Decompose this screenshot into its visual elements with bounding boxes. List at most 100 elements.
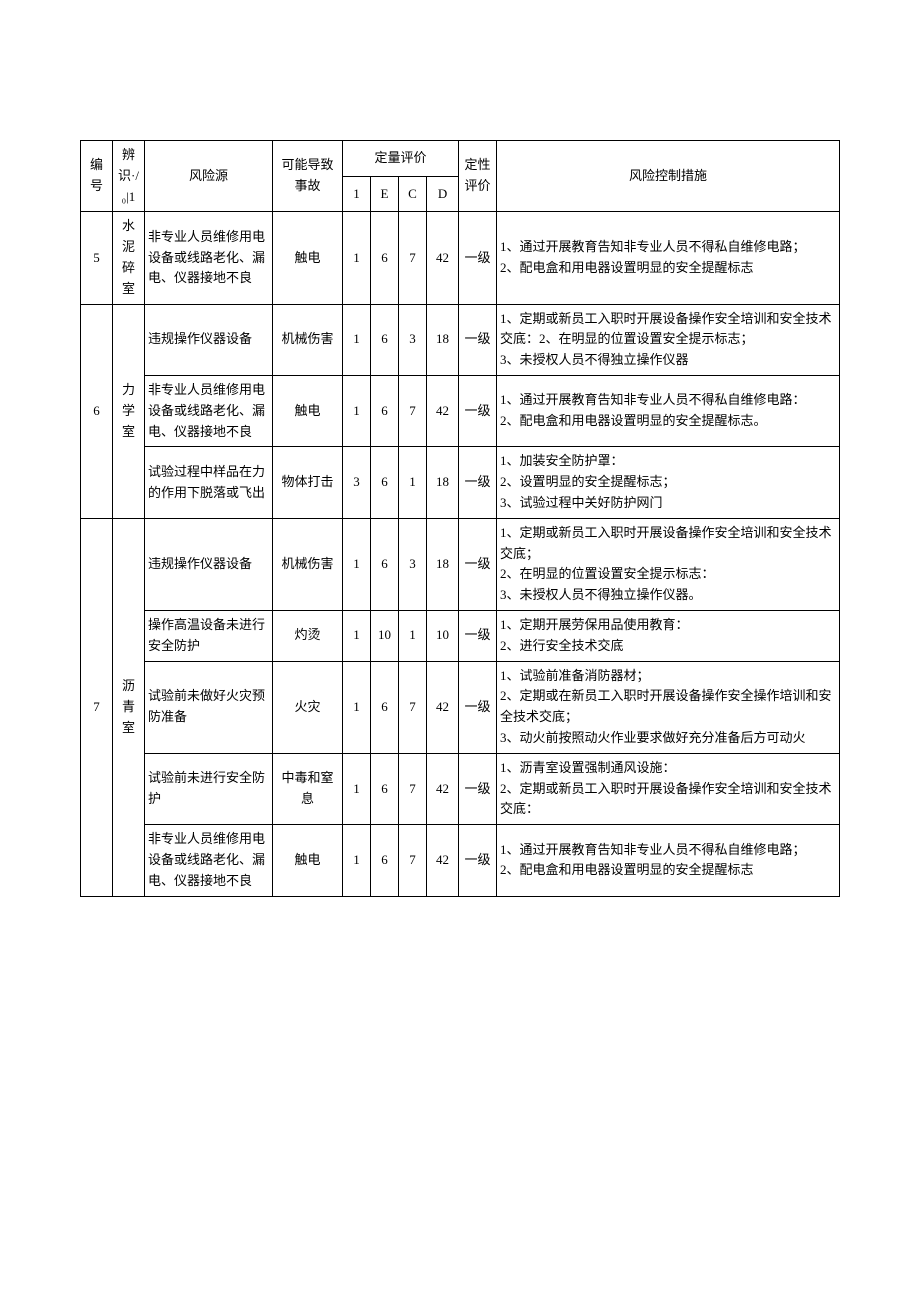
cell-grade: 一级 — [459, 518, 497, 610]
table-body: 5水泥碎室非专业人员维修用电设备或线路老化、漏电、仪器接地不良触电16742一级… — [81, 212, 840, 896]
cell-accident: 触电 — [273, 212, 343, 304]
header-sub-2: C — [399, 176, 427, 212]
cell-ctrl: 1、定期开展劳保用品使用教育： 2、进行安全技术交底 — [497, 610, 840, 661]
cell-accident: 触电 — [273, 375, 343, 446]
cell-q3: 18 — [427, 304, 459, 375]
cell-id: 7 — [81, 518, 113, 896]
cell-grade: 一级 — [459, 447, 497, 518]
cell-grade: 一级 — [459, 212, 497, 304]
cell-q0: 1 — [343, 212, 371, 304]
cell-q0: 1 — [343, 375, 371, 446]
table-row: 操作高温设备未进行安全防护灼烫110110一级1、定期开展劳保用品使用教育： 2… — [81, 610, 840, 661]
cell-ctrl: 1、通过开展教育告知非专业人员不得私自维修电路； 2、配电盒和用电器设置明显的安… — [497, 212, 840, 304]
cell-q2: 7 — [399, 825, 427, 896]
cell-q1: 6 — [371, 447, 399, 518]
cell-grade: 一级 — [459, 375, 497, 446]
cell-id: 5 — [81, 212, 113, 304]
header-ctrl: 风险控制措施 — [497, 141, 840, 212]
header-quant: 定量评价 — [343, 141, 459, 177]
cell-ctrl: 1、定期或新员工入职时开展设备操作安全培训和安全技术交底：2、在明显的位置设置安… — [497, 304, 840, 375]
cell-source: 非专业人员维修用电设备或线路老化、漏电、仪器接地不良 — [145, 375, 273, 446]
cell-source: 试验前未进行安全防护 — [145, 753, 273, 824]
table-row: 非专业人员维修用电设备或线路老化、漏电、仪器接地不良触电16742一级1、通过开… — [81, 825, 840, 896]
header-sub-0: 1 — [343, 176, 371, 212]
table-row: 7沥青室违规操作仪器设备机械伤害16318一级1、定期或新员工入职时开展设备操作… — [81, 518, 840, 610]
cell-q1: 10 — [371, 610, 399, 661]
cell-grade: 一级 — [459, 610, 497, 661]
cell-source: 非专业人员维修用电设备或线路老化、漏电、仪器接地不良 — [145, 212, 273, 304]
table-row: 试验前未进行安全防护中毒和窒息16742一级1、沥青室设置强制通风设施： 2、定… — [81, 753, 840, 824]
cell-q1: 6 — [371, 753, 399, 824]
cell-ctrl: 1、加装安全防护罩： 2、设置明显的安全提醒标志； 3、试验过程中关好防护网门 — [497, 447, 840, 518]
cell-q0: 1 — [343, 304, 371, 375]
cell-room: 水泥碎室 — [113, 212, 145, 304]
cell-q0: 1 — [343, 610, 371, 661]
cell-accident: 灼烫 — [273, 610, 343, 661]
table-row: 非专业人员维修用电设备或线路老化、漏电、仪器接地不良触电16742一级1、通过开… — [81, 375, 840, 446]
cell-q1: 6 — [371, 825, 399, 896]
risk-table: 编号 辨识·/₀|1 风险源 可能导致事故 定量评价 定性评价 风险控制措施 1… — [80, 140, 840, 897]
cell-q1: 6 — [371, 661, 399, 753]
cell-q2: 3 — [399, 518, 427, 610]
cell-q2: 7 — [399, 212, 427, 304]
cell-grade: 一级 — [459, 753, 497, 824]
header-sub-3: D — [427, 176, 459, 212]
cell-q3: 10 — [427, 610, 459, 661]
cell-q2: 1 — [399, 447, 427, 518]
cell-ctrl: 1、定期或新员工入职时开展设备操作安全培训和安全技术交底； 2、在明显的位置设置… — [497, 518, 840, 610]
cell-q3: 18 — [427, 447, 459, 518]
cell-q0: 1 — [343, 825, 371, 896]
cell-q3: 42 — [427, 375, 459, 446]
header-accident: 可能导致事故 — [273, 141, 343, 212]
cell-room: 力学室 — [113, 304, 145, 518]
cell-q2: 7 — [399, 661, 427, 753]
header-source: 风险源 — [145, 141, 273, 212]
cell-q3: 42 — [427, 661, 459, 753]
cell-id: 6 — [81, 304, 113, 518]
cell-q2: 7 — [399, 375, 427, 446]
page-container: 编号 辨识·/₀|1 风险源 可能导致事故 定量评价 定性评价 风险控制措施 1… — [0, 0, 920, 1057]
cell-ctrl: 1、通过开展教育告知非专业人员不得私自维修电路； 2、配电盒和用电器设置明显的安… — [497, 825, 840, 896]
cell-ctrl: 1、沥青室设置强制通风设施： 2、定期或新员工入职时开展设备操作安全培训和安全技… — [497, 753, 840, 824]
cell-q3: 42 — [427, 212, 459, 304]
cell-q0: 1 — [343, 518, 371, 610]
table-row: 6力学室违规操作仪器设备机械伤害16318一级1、定期或新员工入职时开展设备操作… — [81, 304, 840, 375]
cell-ctrl: 1、通过开展教育告知非专业人员不得私自维修电路： 2、配电盒和用电器设置明显的安… — [497, 375, 840, 446]
cell-accident: 火灾 — [273, 661, 343, 753]
header-qual: 定性评价 — [459, 141, 497, 212]
cell-accident: 机械伤害 — [273, 518, 343, 610]
cell-grade: 一级 — [459, 825, 497, 896]
cell-q1: 6 — [371, 304, 399, 375]
cell-q1: 6 — [371, 212, 399, 304]
cell-accident: 触电 — [273, 825, 343, 896]
cell-q1: 6 — [371, 518, 399, 610]
cell-accident: 机械伤害 — [273, 304, 343, 375]
cell-source: 非专业人员维修用电设备或线路老化、漏电、仪器接地不良 — [145, 825, 273, 896]
header-sub-1: E — [371, 176, 399, 212]
cell-room: 沥青室 — [113, 518, 145, 896]
cell-source: 操作高温设备未进行安全防护 — [145, 610, 273, 661]
cell-q3: 18 — [427, 518, 459, 610]
table-header: 编号 辨识·/₀|1 风险源 可能导致事故 定量评价 定性评价 风险控制措施 1… — [81, 141, 840, 212]
cell-source: 违规操作仪器设备 — [145, 304, 273, 375]
cell-source: 试验过程中样品在力的作用下脱落或飞出 — [145, 447, 273, 518]
cell-grade: 一级 — [459, 661, 497, 753]
cell-q1: 6 — [371, 375, 399, 446]
cell-grade: 一级 — [459, 304, 497, 375]
table-row: 5水泥碎室非专业人员维修用电设备或线路老化、漏电、仪器接地不良触电16742一级… — [81, 212, 840, 304]
cell-q3: 42 — [427, 825, 459, 896]
cell-q0: 3 — [343, 447, 371, 518]
cell-q0: 1 — [343, 661, 371, 753]
cell-accident: 中毒和窒息 — [273, 753, 343, 824]
header-room: 辨识·/₀|1 — [113, 141, 145, 212]
cell-source: 试验前未做好火灾预防准备 — [145, 661, 273, 753]
table-row: 试验过程中样品在力的作用下脱落或飞出物体打击36118一级1、加装安全防护罩： … — [81, 447, 840, 518]
header-id: 编号 — [81, 141, 113, 212]
cell-q2: 3 — [399, 304, 427, 375]
cell-q0: 1 — [343, 753, 371, 824]
table-row: 试验前未做好火灾预防准备火灾16742一级1、试验前准备消防器材； 2、定期或在… — [81, 661, 840, 753]
cell-accident: 物体打击 — [273, 447, 343, 518]
cell-ctrl: 1、试验前准备消防器材； 2、定期或在新员工入职时开展设备操作安全操作培训和安全… — [497, 661, 840, 753]
cell-source: 违规操作仪器设备 — [145, 518, 273, 610]
cell-q2: 7 — [399, 753, 427, 824]
